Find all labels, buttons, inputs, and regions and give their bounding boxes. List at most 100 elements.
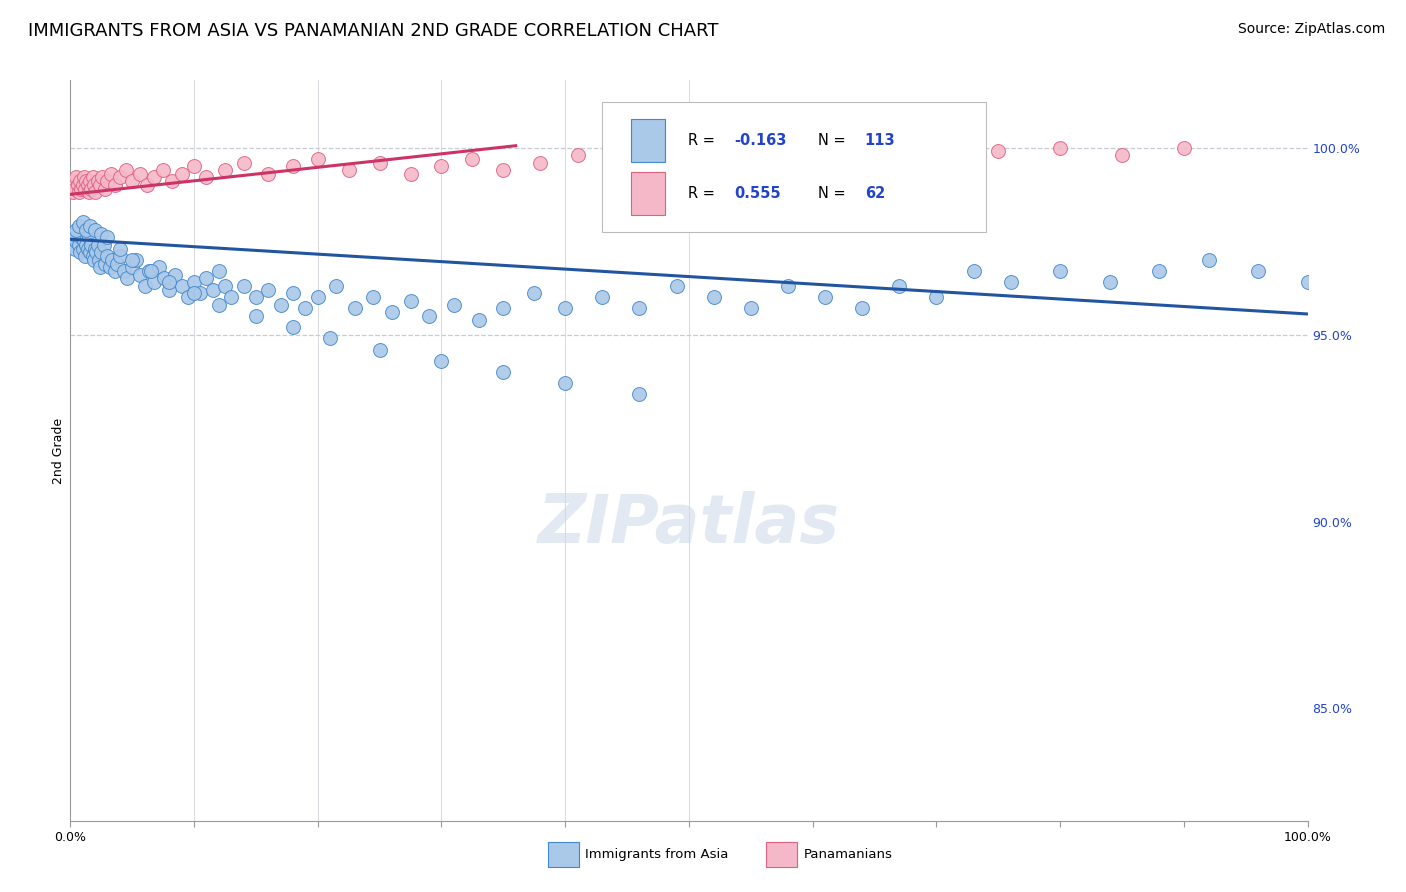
Point [1000, 275, 1022, 289]
Point [801, 148, 824, 162]
Point [195, 170, 218, 185]
Point [84, 186, 107, 200]
Point [554, 301, 576, 316]
Point [363, 290, 385, 304]
Point [703, 290, 725, 304]
Point [652, 152, 675, 166]
Point [65, 234, 87, 248]
Point [665, 279, 688, 293]
Point [567, 148, 589, 162]
Point [75, 249, 97, 263]
Text: 0.555: 0.555 [735, 186, 782, 201]
Point [270, 298, 292, 312]
Point [108, 170, 131, 185]
Y-axis label: 2nd Grade: 2nd Grade [52, 417, 65, 483]
Point [523, 286, 546, 301]
Point [492, 301, 515, 316]
Point [232, 155, 254, 169]
Point [115, 163, 138, 178]
Point [76, 242, 98, 256]
Text: N =: N = [818, 133, 849, 148]
Point [889, 279, 911, 293]
Point [96, 174, 118, 188]
Point [73, 234, 96, 248]
Point [863, 140, 886, 154]
Point [121, 252, 143, 267]
Point [628, 301, 651, 316]
Point [399, 167, 422, 181]
Point [79, 219, 101, 233]
Point [1049, 264, 1071, 278]
Point [208, 298, 231, 312]
Point [183, 286, 205, 301]
Point [104, 178, 127, 192]
Point [93, 237, 115, 252]
Point [67, 219, 90, 233]
Point [1098, 275, 1121, 289]
Point [529, 155, 551, 169]
Point [89, 178, 111, 192]
Point [368, 343, 391, 357]
Point [87, 252, 110, 267]
Point [188, 286, 211, 301]
Point [325, 279, 347, 293]
Point [603, 159, 626, 173]
Point [294, 301, 316, 316]
Point [84, 223, 107, 237]
Point [63, 174, 86, 188]
Point [72, 178, 94, 192]
Point [925, 290, 948, 304]
Point [72, 215, 94, 229]
Point [115, 271, 138, 285]
Point [232, 279, 254, 293]
Point [83, 252, 105, 267]
Point [60, 234, 83, 248]
Text: 113: 113 [865, 133, 896, 148]
Point [591, 290, 613, 304]
Point [83, 178, 105, 192]
Point [136, 178, 159, 192]
Point [96, 230, 118, 244]
Point [91, 170, 114, 185]
Point [138, 264, 160, 278]
Point [1247, 264, 1270, 278]
Point [82, 170, 104, 185]
Point [69, 174, 91, 188]
Point [1173, 140, 1195, 154]
Point [75, 182, 97, 196]
Text: -0.163: -0.163 [735, 133, 787, 148]
Point [70, 230, 93, 244]
Point [1111, 148, 1133, 162]
Point [79, 174, 101, 188]
Point [337, 163, 360, 178]
Point [143, 170, 166, 185]
Point [72, 242, 94, 256]
Point [100, 167, 122, 181]
Point [77, 230, 100, 244]
Point [112, 264, 135, 278]
Point [245, 290, 267, 304]
Bar [631, 119, 665, 161]
Point [492, 365, 515, 379]
Point [84, 245, 107, 260]
Point [67, 237, 90, 252]
Bar [631, 172, 665, 215]
Point [851, 301, 873, 316]
Point [128, 268, 150, 282]
Point [66, 227, 89, 241]
Point [101, 252, 124, 267]
Point [105, 256, 128, 270]
Point [60, 178, 83, 192]
Point [430, 159, 453, 173]
Point [201, 283, 224, 297]
Point [89, 260, 111, 275]
Point [703, 145, 725, 159]
Point [96, 249, 118, 263]
Point [307, 290, 329, 304]
Point [319, 331, 342, 345]
Point [245, 309, 267, 323]
Point [108, 249, 131, 263]
Point [94, 256, 117, 270]
Point [257, 283, 280, 297]
Text: R =: R = [688, 133, 720, 148]
